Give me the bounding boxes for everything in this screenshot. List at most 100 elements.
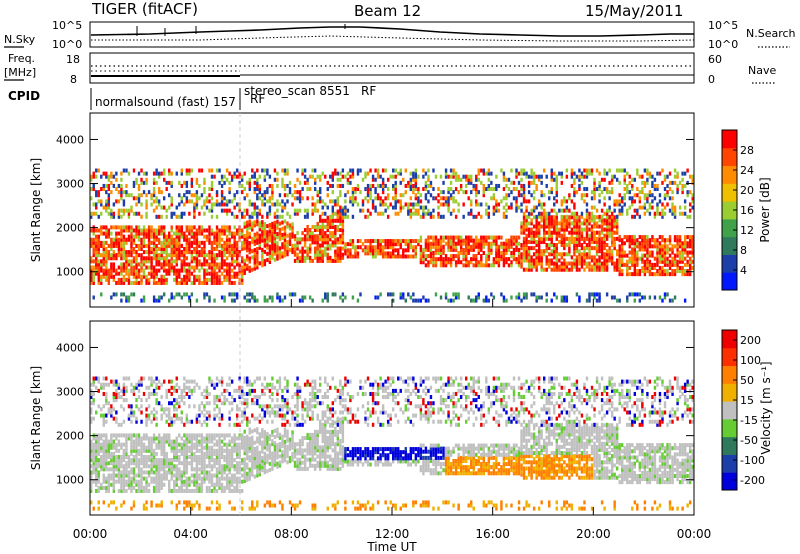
echo-cell	[379, 239, 382, 244]
echo-cell	[334, 199, 337, 204]
echo-cell	[392, 239, 395, 244]
echo-cell	[691, 193, 694, 198]
echo-cell	[643, 259, 647, 264]
echo-cell	[160, 262, 163, 267]
echo-cell	[178, 180, 181, 185]
echo-cell	[369, 183, 372, 188]
echo-cell	[394, 205, 397, 210]
echo-cell	[643, 211, 647, 216]
echo-cell	[532, 264, 536, 269]
echo-cell	[618, 262, 621, 267]
echo-cell	[407, 208, 410, 213]
echo-cell	[246, 266, 249, 271]
echo-cell	[306, 252, 309, 257]
echo-cell	[243, 187, 246, 192]
echo-cell	[598, 267, 601, 272]
echo-cell	[190, 177, 194, 182]
echo-cell	[203, 259, 206, 264]
echo-cell	[631, 292, 634, 297]
echo-cell	[278, 249, 282, 254]
echo-cell	[321, 252, 324, 257]
echo-cell	[120, 388, 123, 393]
echo-cell	[633, 241, 636, 246]
echo-cell	[558, 239, 561, 244]
echo-cell	[490, 244, 493, 249]
echo-cell	[374, 248, 377, 253]
echo-cell	[155, 398, 158, 403]
echo-cell	[329, 221, 332, 226]
echo-cell	[266, 258, 269, 263]
echo-cell	[195, 240, 199, 245]
echo-cell	[487, 187, 491, 192]
echo-cell	[341, 252, 345, 257]
echo-cell	[671, 190, 674, 195]
colorbar-segment	[722, 236, 737, 255]
echo-cell	[648, 265, 652, 270]
echo-cell	[208, 253, 211, 258]
echo-cell	[359, 245, 362, 250]
echo-cell	[626, 235, 629, 240]
echo-cell	[356, 239, 360, 244]
echo-cell	[175, 225, 178, 230]
echo-cell	[112, 398, 116, 403]
echo-cell	[666, 190, 669, 195]
echo-cell	[95, 234, 98, 239]
echo-cell	[525, 224, 528, 229]
echo-cell	[487, 235, 491, 240]
echo-cell	[565, 227, 569, 232]
echo-cell	[298, 180, 302, 185]
echo-cell	[507, 241, 511, 246]
echo-cell	[422, 214, 425, 219]
echo-cell	[485, 238, 488, 243]
echo-cell	[537, 224, 541, 229]
echo-cell	[112, 202, 116, 207]
echo-cell	[173, 247, 176, 252]
echo-cell	[225, 247, 229, 252]
echo-cell	[183, 259, 186, 264]
echo-cell	[656, 272, 659, 277]
echo-cell	[248, 199, 251, 204]
echo-cell	[540, 205, 543, 210]
echo-cell	[543, 227, 546, 232]
echo-cell	[628, 272, 631, 277]
echo-cell	[608, 224, 611, 229]
echo-cell	[95, 250, 98, 255]
echo-cell	[313, 177, 317, 182]
echo-cell	[140, 277, 143, 282]
echo-cell	[183, 448, 186, 453]
echo-cell	[364, 239, 367, 244]
echo-cell	[180, 476, 183, 481]
echo-cell	[678, 259, 682, 264]
echo-cell	[464, 254, 468, 259]
echo-cell	[394, 239, 397, 244]
echo-cell	[115, 506, 118, 511]
echo-cell	[326, 187, 329, 192]
echo-cell	[671, 211, 674, 216]
echo-cell	[130, 439, 133, 444]
echo-cell	[258, 190, 262, 195]
echo-cell	[193, 205, 196, 210]
echo-cell	[316, 221, 319, 226]
echo-cell	[215, 193, 219, 198]
echo-cell	[125, 237, 128, 242]
echo-cell	[160, 451, 163, 456]
echo-cell	[668, 196, 672, 201]
echo-cell	[464, 235, 468, 240]
echo-cell	[621, 256, 624, 261]
echo-cell	[165, 180, 168, 185]
echo-cell	[681, 250, 684, 255]
echo-cell	[553, 246, 556, 251]
echo-cell	[105, 455, 108, 460]
echo-cell	[671, 196, 674, 201]
echo-cell	[580, 252, 584, 257]
echo-cell	[464, 260, 468, 265]
echo-cell	[107, 187, 111, 192]
echo-cell	[545, 243, 548, 248]
echo-cell	[97, 404, 100, 409]
echo-cell	[157, 187, 161, 192]
echo-cell	[449, 168, 453, 173]
echo-cell	[122, 488, 126, 493]
echo-cell	[510, 260, 513, 265]
echo-cell	[603, 252, 606, 257]
echo-cell	[414, 187, 418, 192]
